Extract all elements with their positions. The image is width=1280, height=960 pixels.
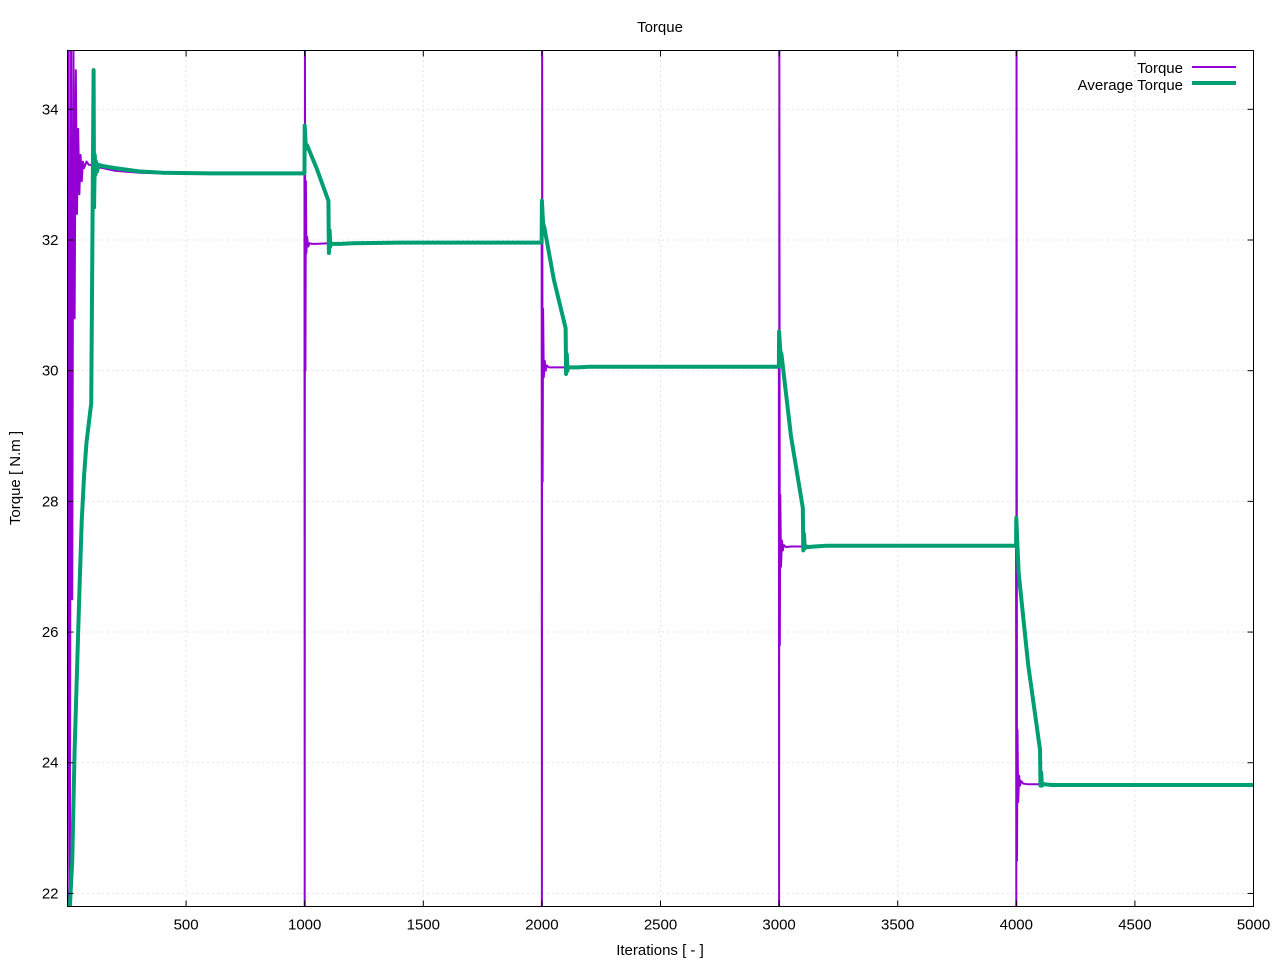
y-axis-title: Torque [ N.m ] <box>7 431 24 525</box>
x-tick-label: 3000 <box>762 917 795 934</box>
x-tick-label: 1500 <box>407 917 440 934</box>
x-tick-label: 4500 <box>1118 917 1151 934</box>
y-tick-label: 32 <box>42 232 59 249</box>
x-tick-label: 4000 <box>1000 917 1033 934</box>
y-tick-label: 24 <box>42 755 59 772</box>
x-tick-label: 1000 <box>288 917 321 934</box>
x-tick-label: 3500 <box>881 917 914 934</box>
x-tick-label: 2500 <box>644 917 677 934</box>
plot-frame <box>67 50 1254 907</box>
y-tick-label: 34 <box>42 101 59 118</box>
series-layer <box>67 50 1254 907</box>
y-tick-label: 26 <box>42 624 59 641</box>
x-axis-title: Iterations [ - ] <box>616 942 704 959</box>
legend-label-torque: Torque <box>1137 60 1183 77</box>
y-tick-label: 28 <box>42 493 59 510</box>
y-tick-label: 30 <box>42 363 59 380</box>
series-line-average-torque <box>67 68 1254 907</box>
y-tick-label: 22 <box>42 885 59 902</box>
ticks-layer: 500 1000 1500 2000 2500 3000 3500 4000 4500 5000 2… <box>42 50 1270 934</box>
legend: Torque Average Torque <box>1078 60 1236 94</box>
series-line-torque <box>67 50 1254 907</box>
chart-title: Torque <box>637 19 683 36</box>
x-tick-label: 500 <box>174 917 199 934</box>
legend-label-average-torque: Average Torque <box>1078 77 1183 94</box>
grid-layer <box>67 50 1254 907</box>
x-tick-label: 5000 <box>1237 917 1270 934</box>
x-tick-label: 2000 <box>525 917 558 934</box>
